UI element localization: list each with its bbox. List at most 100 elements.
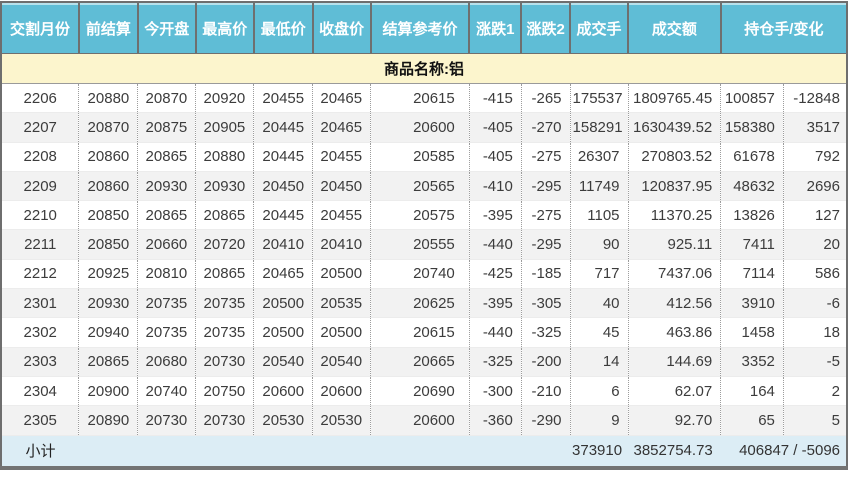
col-header-prev-settle: 前结算 bbox=[77, 2, 138, 54]
cell-oi-change: 792 bbox=[782, 142, 847, 172]
cell-delivery-month: 2301 bbox=[1, 288, 79, 319]
cell-low: 20530 bbox=[253, 405, 313, 436]
commodity-group-row: 商品名称:铝 bbox=[1, 53, 847, 84]
cell-delivery-month: 2206 bbox=[1, 83, 79, 114]
cell-prev-settle: 20850 bbox=[78, 229, 138, 260]
cell-delivery-month: 2212 bbox=[1, 259, 79, 290]
cell-close: 20410 bbox=[312, 229, 371, 260]
cell-turnover: 62.07 bbox=[627, 376, 721, 407]
col-header-settle-ref: 结算参考价 bbox=[369, 2, 470, 54]
cell-open-interest: 164 bbox=[720, 376, 784, 407]
cell-delivery-month: 2211 bbox=[1, 229, 79, 260]
cell-volume: 9 bbox=[569, 405, 629, 436]
cell-turnover: 92.70 bbox=[627, 405, 721, 436]
cell-high: 20930 bbox=[195, 171, 254, 202]
cell-open-interest: 65 bbox=[720, 405, 784, 436]
cell-prev-settle: 20860 bbox=[78, 142, 138, 172]
cell-volume: 26307 bbox=[569, 142, 629, 172]
cell-low: 20450 bbox=[253, 171, 313, 202]
col-header-volume: 成交手 bbox=[569, 2, 629, 54]
cell-open-interest: 1458 bbox=[720, 317, 784, 348]
header-row: 交割月份 前结算 今开盘 最高价 最低价 收盘价 结算参考价 涨跌1 涨跌2 成… bbox=[1, 2, 847, 54]
cell-oi-change: 20 bbox=[782, 229, 847, 260]
cell-volume: 11749 bbox=[569, 171, 629, 202]
cell-turnover: 7437.06 bbox=[627, 259, 721, 290]
cell-settle-ref: 20615 bbox=[370, 317, 470, 348]
cell-turnover: 270803.52 bbox=[627, 142, 721, 172]
cell-turnover: 412.56 bbox=[627, 288, 721, 319]
cell-volume: 14 bbox=[569, 347, 629, 377]
cell-settle-ref: 20565 bbox=[370, 171, 470, 202]
cell-delivery-month: 2303 bbox=[1, 347, 79, 377]
cell-open: 20735 bbox=[137, 317, 196, 348]
cell-delivery-month: 2209 bbox=[1, 171, 79, 202]
cell-oi-change: 2696 bbox=[782, 171, 847, 202]
cell-open: 20680 bbox=[137, 347, 196, 377]
cell-change1: -415 bbox=[468, 83, 522, 114]
cell-volume: 717 bbox=[569, 259, 629, 290]
cell-close: 20530 bbox=[312, 405, 371, 436]
subtotal-empty bbox=[195, 434, 254, 468]
cell-change2: -200 bbox=[520, 347, 571, 377]
col-header-high: 最高价 bbox=[194, 2, 254, 54]
cell-oi-change: 2 bbox=[782, 376, 847, 407]
cell-open: 20930 bbox=[137, 171, 196, 202]
col-header-open: 今开盘 bbox=[136, 2, 196, 54]
cell-change2: -290 bbox=[520, 405, 571, 436]
subtotal-empty bbox=[253, 434, 313, 468]
cell-turnover: 925.11 bbox=[627, 229, 721, 260]
cell-prev-settle: 20940 bbox=[78, 317, 138, 348]
cell-change2: -270 bbox=[520, 112, 571, 143]
subtotal-volume: 373910 bbox=[570, 434, 629, 468]
cell-settle-ref: 20665 bbox=[370, 347, 470, 377]
futures-quote-table: 交割月份 前结算 今开盘 最高价 最低价 收盘价 结算参考价 涨跌1 涨跌2 成… bbox=[0, 1, 848, 470]
table-row: 2210 20850 20865 20865 20445 20455 20575 -395 -2… bbox=[1, 200, 847, 231]
cell-high: 20720 bbox=[195, 229, 254, 260]
subtotal-empty bbox=[370, 434, 470, 468]
table-row: 2304 20900 20740 20750 20600 20600 20690 -300 -2… bbox=[1, 376, 847, 407]
cell-open: 20810 bbox=[137, 259, 196, 290]
cell-turnover: 463.86 bbox=[627, 317, 721, 348]
cell-open-interest: 7114 bbox=[720, 259, 784, 290]
cell-low: 20540 bbox=[253, 347, 313, 377]
table-row: 2207 20870 20875 20905 20445 20465 20600 -405 -2… bbox=[1, 112, 847, 143]
cell-turnover: 1630439.52 bbox=[627, 112, 721, 143]
cell-volume: 1105 bbox=[569, 200, 629, 231]
cell-prev-settle: 20850 bbox=[78, 200, 138, 231]
cell-turnover: 1809765.45 bbox=[627, 83, 721, 114]
cell-open: 20660 bbox=[137, 229, 196, 260]
cell-open-interest: 61678 bbox=[720, 142, 784, 172]
cell-settle-ref: 20690 bbox=[370, 376, 470, 407]
cell-open: 20870 bbox=[137, 83, 196, 114]
table-row: 2305 20890 20730 20730 20530 20530 20600 -360 -2… bbox=[1, 405, 847, 436]
cell-settle-ref: 20600 bbox=[370, 405, 470, 436]
col-header-turnover: 成交额 bbox=[627, 2, 721, 54]
table-row: 2302 20940 20735 20735 20500 20500 20615 -440 -3… bbox=[1, 317, 847, 348]
cell-close: 20500 bbox=[312, 317, 371, 348]
cell-change2: -210 bbox=[520, 376, 571, 407]
cell-high: 20750 bbox=[195, 376, 254, 407]
subtotal-empty bbox=[521, 434, 571, 468]
subtotal-empty bbox=[137, 434, 196, 468]
cell-low: 20410 bbox=[253, 229, 313, 260]
cell-low: 20455 bbox=[253, 83, 313, 114]
cell-delivery-month: 2207 bbox=[1, 112, 79, 143]
cell-change1: -300 bbox=[468, 376, 522, 407]
cell-oi-change: 127 bbox=[782, 200, 847, 231]
cell-high: 20905 bbox=[195, 112, 254, 143]
cell-high: 20730 bbox=[195, 405, 254, 436]
cell-change2: -295 bbox=[520, 171, 571, 202]
col-header-oi-change: 持仓手/变化 bbox=[719, 2, 847, 54]
cell-settle-ref: 20740 bbox=[370, 259, 470, 290]
cell-close: 20465 bbox=[312, 112, 371, 143]
cell-close: 20465 bbox=[312, 83, 371, 114]
cell-oi-change: 3517 bbox=[782, 112, 847, 143]
subtotal-open-interest: 406847 / -5096 bbox=[720, 434, 847, 468]
cell-high: 20730 bbox=[195, 347, 254, 377]
cell-low: 20500 bbox=[253, 317, 313, 348]
cell-prev-settle: 20925 bbox=[78, 259, 138, 290]
cell-oi-change: -12848 bbox=[782, 83, 847, 114]
cell-change1: -440 bbox=[468, 229, 522, 260]
cell-oi-change: -5 bbox=[782, 347, 847, 377]
cell-volume: 45 bbox=[569, 317, 629, 348]
